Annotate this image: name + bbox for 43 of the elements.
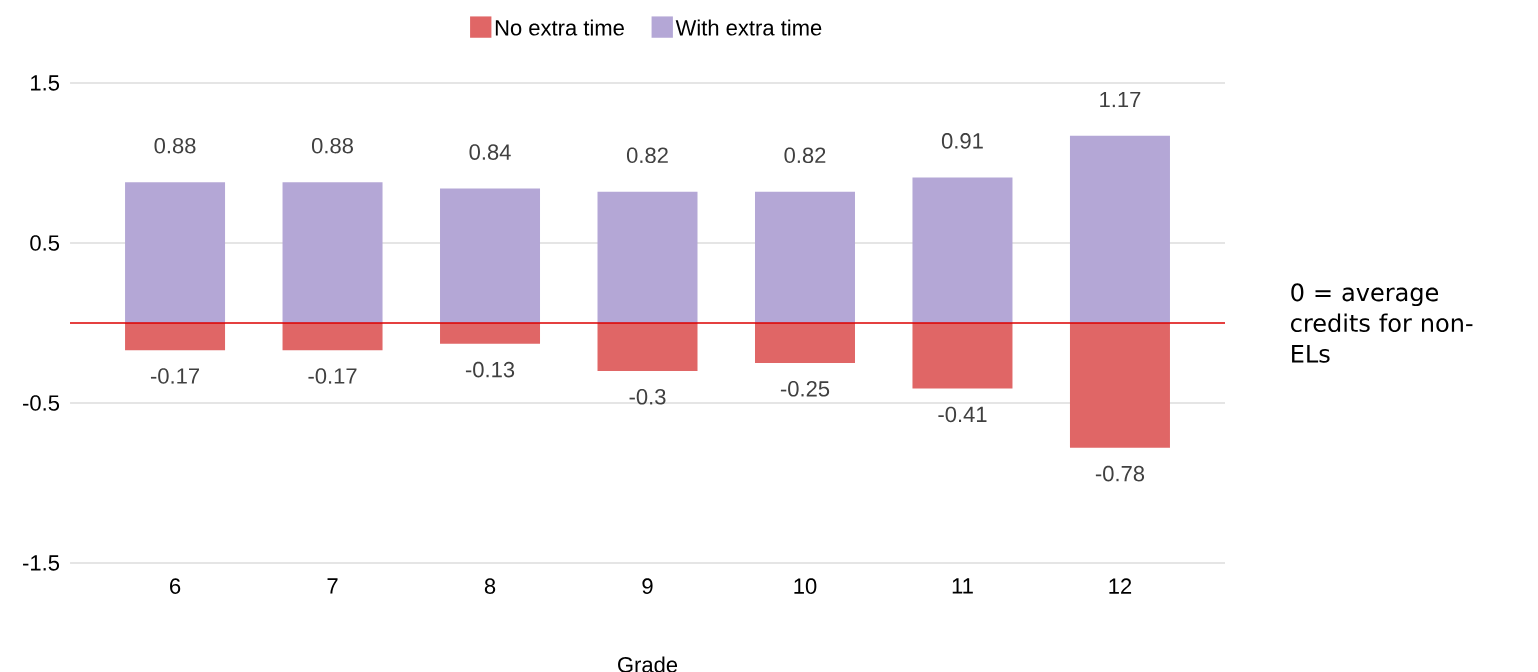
- bar: [1069, 323, 1170, 448]
- x-tick-label: 12: [1109, 578, 1132, 594]
- ref-line-label: 0 = average credits for non-ELs: [1291, 283, 1473, 363]
- legend-label: No extra time: [495, 19, 624, 36]
- bar: [125, 323, 226, 351]
- bar: [440, 323, 541, 344]
- bar: [440, 188, 541, 323]
- legend-label: With extra time: [675, 19, 822, 36]
- bar: [912, 323, 1013, 389]
- x-tick-label: 8: [484, 578, 496, 594]
- bar: [754, 191, 855, 323]
- x-tick-label: 6: [170, 578, 181, 594]
- x-tick-label: 9: [642, 578, 653, 594]
- data-label: 0.82: [784, 147, 826, 164]
- data-label: -0.3: [629, 389, 666, 405]
- bar: [597, 191, 698, 323]
- bar: [754, 323, 855, 363]
- data-label: 0.91: [941, 133, 983, 149]
- data-label: 0.88: [154, 137, 196, 154]
- x-axis-title: Grade: [618, 656, 678, 672]
- data-label: -0.17: [150, 368, 200, 384]
- bar: [912, 177, 1013, 323]
- data-label: -0.25: [780, 381, 830, 397]
- data-label: -0.17: [308, 368, 357, 384]
- x-tick-label: 7: [327, 578, 338, 594]
- x-tick-label: 11: [952, 578, 973, 594]
- x-tick-label: 10: [794, 578, 817, 594]
- bar: [282, 323, 383, 351]
- bar: [597, 323, 698, 371]
- data-label: 0.82: [626, 147, 668, 164]
- data-label: -0.41: [938, 406, 987, 423]
- data-label: 0.88: [311, 137, 353, 154]
- data-label: 0.84: [469, 144, 511, 160]
- bar: [282, 182, 383, 323]
- data-label: -0.13: [465, 361, 515, 378]
- y-tick-label: 1.5: [31, 75, 60, 91]
- data-label: -0.78: [1095, 465, 1145, 482]
- bar: [1069, 135, 1170, 323]
- y-tick-label: 0.5: [30, 235, 60, 251]
- y-tick-label: -0.5: [23, 395, 60, 411]
- y-tick-label: -1.5: [23, 555, 60, 571]
- bar: [125, 182, 226, 323]
- data-label: 1.17: [1100, 91, 1141, 108]
